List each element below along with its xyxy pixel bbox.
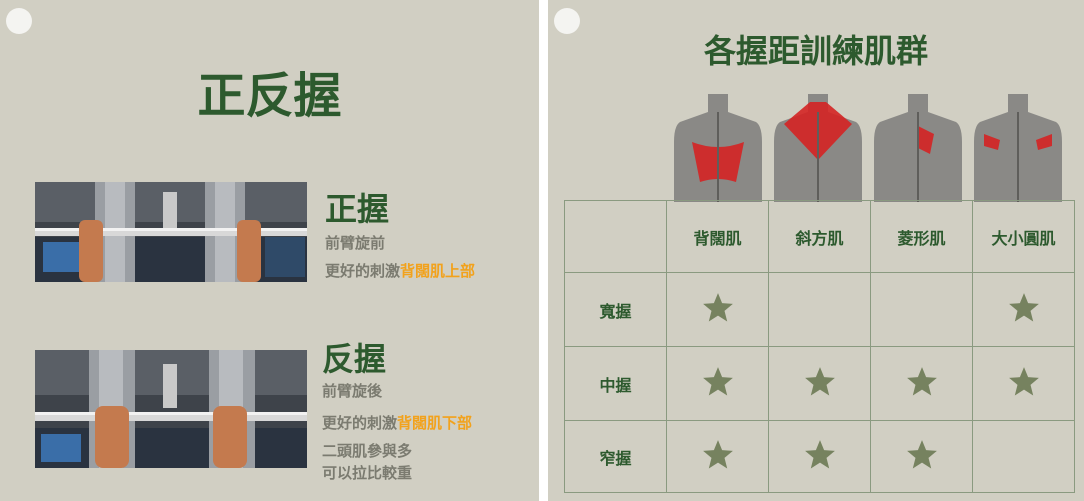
back-muscle-figure-trapezius bbox=[774, 94, 862, 202]
column-header-lats: 背闊肌 bbox=[666, 200, 769, 273]
underhand-grip-photo bbox=[35, 350, 307, 468]
table-cell bbox=[666, 346, 769, 421]
row-header-narrow-grip: 窄握 bbox=[564, 420, 667, 493]
underhand-grip-weight-text: 可以拉比較重 bbox=[322, 464, 413, 482]
underhand-grip-forearm-text: 前臂旋後 bbox=[322, 382, 383, 400]
overhand-grip-forearm-text: 前臂旋前 bbox=[325, 234, 386, 252]
row-header-medium-grip: 中握 bbox=[564, 346, 667, 421]
star-icon bbox=[702, 439, 733, 468]
star-icon bbox=[702, 292, 733, 321]
table-cell bbox=[972, 346, 1075, 421]
underhand-grip-title: 反握 bbox=[322, 340, 387, 378]
row-header-wide-grip: 寬握 bbox=[564, 272, 667, 347]
effect-highlight: 背闊肌上部 bbox=[400, 262, 476, 280]
star-icon bbox=[1008, 292, 1039, 321]
star-icon bbox=[906, 439, 937, 468]
table-row: 寬握 bbox=[564, 272, 1075, 347]
star-icon bbox=[702, 366, 733, 395]
column-header-teres: 大小圓肌 bbox=[972, 200, 1075, 273]
table-cell bbox=[870, 346, 973, 421]
overhand-grip-photo bbox=[35, 182, 307, 282]
table-cell bbox=[768, 272, 871, 347]
page-title: 正反握 bbox=[197, 68, 342, 124]
back-muscle-figure-teres bbox=[974, 94, 1062, 202]
grip-width-muscles-card: 各握距訓練肌群 背闊肌 斜方肌 菱形肌 大小 bbox=[548, 0, 1084, 501]
grip-type-card: 正反握 正握 前臂旋前 更好的刺激背闊肌上部 bbox=[0, 0, 539, 501]
table-cell bbox=[870, 420, 973, 493]
underhand-grip-biceps-text: 二頭肌參與多 bbox=[322, 442, 413, 460]
effect-prefix: 更好的刺激 bbox=[325, 262, 401, 280]
table-corner-cell bbox=[564, 200, 667, 273]
page-title: 各握距訓練肌群 bbox=[703, 32, 928, 70]
overhand-grip-effect-text: 更好的刺激背闊肌上部 bbox=[325, 260, 475, 281]
column-header-rhomboids: 菱形肌 bbox=[870, 200, 973, 273]
star-icon bbox=[1008, 366, 1039, 395]
table-header-row: 背闊肌 斜方肌 菱形肌 大小圓肌 bbox=[564, 200, 1075, 273]
effect-highlight: 背闊肌下部 bbox=[397, 414, 473, 432]
star-icon bbox=[804, 439, 835, 468]
table-cell bbox=[666, 420, 769, 493]
overhand-grip-title: 正握 bbox=[325, 190, 390, 228]
underhand-grip-effect-text: 更好的刺激背闊肌下部 bbox=[322, 412, 472, 433]
table-row: 中握 bbox=[564, 346, 1075, 421]
table-cell bbox=[666, 272, 769, 347]
table-cell bbox=[972, 420, 1075, 493]
column-header-trapezius: 斜方肌 bbox=[768, 200, 871, 273]
table-cell bbox=[972, 272, 1075, 347]
punch-hole-icon bbox=[6, 8, 32, 34]
table-cell bbox=[870, 272, 973, 347]
table-cell bbox=[768, 346, 871, 421]
effect-prefix: 更好的刺激 bbox=[322, 414, 398, 432]
table-row: 窄握 bbox=[564, 420, 1075, 493]
back-muscle-figure-rhomboids bbox=[874, 94, 962, 202]
table-cell bbox=[768, 420, 871, 493]
punch-hole-icon bbox=[554, 8, 580, 34]
star-icon bbox=[804, 366, 835, 395]
grip-muscle-table: 背闊肌 斜方肌 菱形肌 大小圓肌 寬握 中握 窄握 bbox=[564, 200, 1075, 493]
back-muscle-figure-lats bbox=[674, 94, 762, 202]
star-icon bbox=[906, 366, 937, 395]
